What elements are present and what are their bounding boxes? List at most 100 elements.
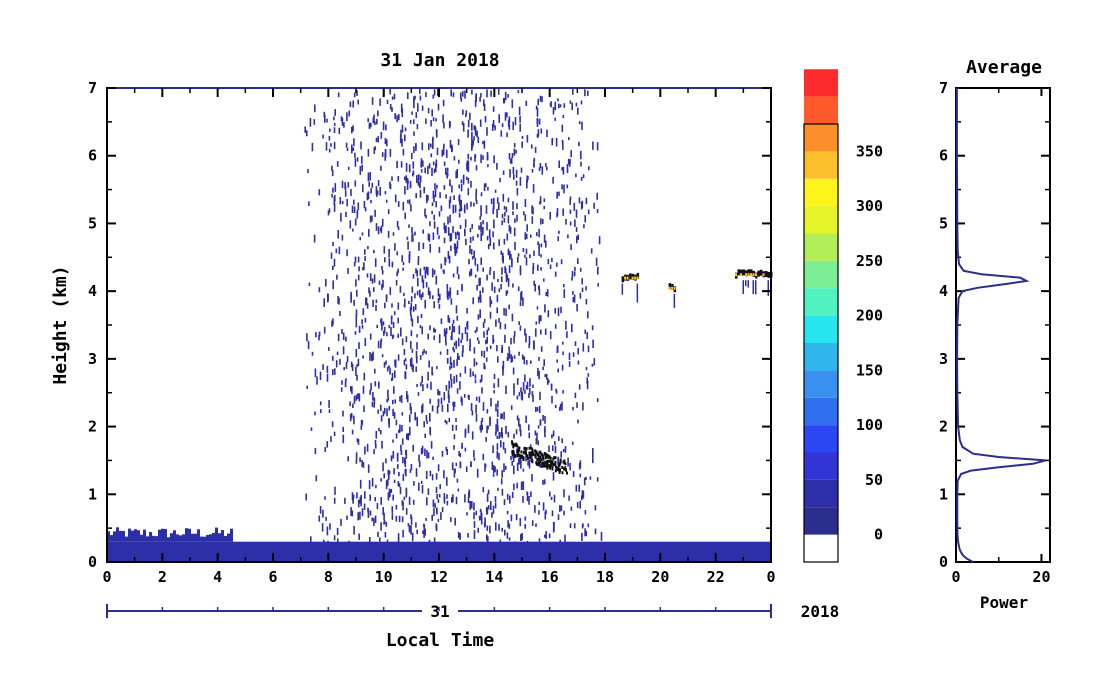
speckle-cell: [427, 165, 429, 175]
speckle-cell: [513, 433, 515, 439]
speckle-cell: [367, 246, 369, 250]
speckle-cell: [551, 434, 553, 439]
main-y-tick-label: 2: [88, 418, 97, 436]
speckle-cell: [436, 147, 439, 156]
speckle-cell: [503, 499, 506, 505]
speckle-cell: [573, 523, 576, 529]
main-chart-title: 31 Jan 2018: [380, 50, 499, 71]
speckle-cell: [433, 335, 435, 341]
speckle-cell: [448, 317, 451, 323]
surface-layer-cell: [221, 530, 224, 542]
speckle-cell: [597, 283, 599, 287]
speckle-cell: [458, 159, 460, 164]
speckle-cell: [451, 323, 454, 333]
speckle-cell: [446, 477, 448, 486]
speckle-cell: [429, 243, 431, 253]
speckle-cell: [417, 315, 419, 324]
speckle-cell: [367, 148, 370, 157]
average-y-tick-label: 3: [939, 350, 948, 368]
speckle-cell: [490, 300, 493, 304]
surface-layer-cell: [230, 528, 233, 542]
speckle-cell: [500, 413, 502, 420]
speckle-cell: [555, 388, 557, 392]
speckle-cell: [489, 237, 492, 246]
speckle-cell: [514, 117, 517, 126]
speckle-cell: [437, 398, 440, 408]
speckle-cell: [486, 493, 489, 502]
speckle-cell: [394, 113, 396, 120]
speckle-cell: [544, 328, 547, 335]
speckle-cell: [479, 309, 481, 319]
speckle-cell: [510, 254, 512, 259]
speckle-cell: [573, 294, 576, 303]
speckle-cell: [420, 158, 423, 164]
speckle-cell: [533, 159, 535, 168]
speckle-cell: [497, 487, 499, 491]
speckle-cell: [446, 500, 449, 506]
speckle-cell: [464, 494, 466, 503]
speckle-cell: [445, 446, 448, 451]
speckle-cell: [507, 352, 509, 361]
speckle-cell: [355, 460, 358, 464]
speckle-cell: [380, 165, 382, 171]
speckle-cell: [568, 163, 571, 167]
speckle-cell: [449, 140, 452, 149]
speckle-cell: [318, 515, 321, 522]
surface-layer-cell: [131, 530, 134, 542]
speckle-cell: [504, 266, 506, 274]
speckle-cell: [519, 123, 521, 132]
speckle-cell: [397, 201, 400, 207]
speckle-cell: [400, 161, 403, 168]
speckle-cell: [304, 126, 306, 133]
speckle-cell: [396, 115, 398, 123]
speckle-cell: [387, 397, 390, 401]
surface-layer-cell: [119, 530, 122, 542]
dark-feature-cell: [556, 466, 558, 470]
speckle-cell: [441, 149, 444, 157]
speckle-cell: [357, 256, 360, 263]
cloud-layer-fall-cell: [747, 280, 749, 288]
speckle-cell: [561, 124, 564, 132]
speckle-cell: [557, 368, 559, 373]
speckle-cell: [384, 149, 387, 157]
speckle-cell: [386, 332, 388, 337]
speckle-cell: [483, 103, 486, 111]
dark-feature-cell: [551, 465, 554, 469]
speckle-cell: [452, 401, 454, 406]
speckle-cell: [520, 391, 523, 400]
dark-feature-cell: [558, 468, 560, 472]
speckle-cell: [362, 308, 365, 316]
speckle-cell: [345, 211, 347, 218]
speckle-cell: [537, 98, 539, 106]
speckle-cell: [596, 398, 599, 403]
speckle-cell: [427, 266, 429, 276]
speckle-cell: [506, 357, 509, 361]
speckle-cell: [584, 89, 586, 97]
speckle-cell: [436, 494, 438, 499]
speckle-cell: [391, 315, 393, 320]
speckle-cell: [490, 198, 493, 203]
speckle-cell: [423, 529, 425, 538]
speckle-cell: [547, 310, 550, 318]
speckle-cell: [511, 313, 514, 322]
speckle-cell: [579, 460, 582, 469]
speckle-cell: [503, 98, 506, 104]
speckle-cell: [419, 189, 422, 198]
speckle-cell: [414, 95, 416, 100]
speckle-cell: [466, 203, 468, 210]
speckle-cell: [475, 361, 478, 366]
speckle-cell: [422, 530, 424, 534]
speckle-cell: [504, 529, 506, 536]
speckle-cell: [565, 320, 567, 330]
speckle-cell: [563, 284, 565, 288]
speckle-cell: [416, 356, 418, 364]
speckle-cell: [430, 120, 432, 127]
speckle-cell: [474, 274, 477, 278]
speckle-cell: [491, 123, 494, 131]
speckle-cell: [350, 507, 352, 516]
speckle-cell: [338, 246, 341, 255]
speckle-cell: [504, 211, 506, 217]
speckle-cell: [427, 233, 430, 241]
speckle-cell: [386, 408, 388, 417]
speckle-cell: [447, 389, 450, 399]
